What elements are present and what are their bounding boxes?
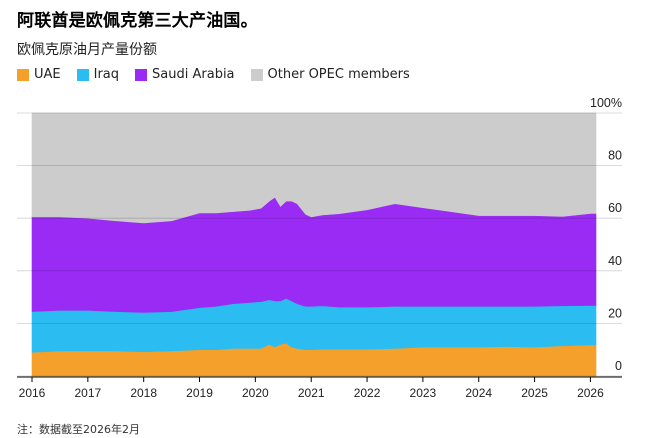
legend-item-saudi-arabia: Saudi Arabia (135, 67, 235, 82)
chart-subtitle: 欧佩克原油月产量份额 (17, 42, 157, 58)
x-tick-label: 2023 (410, 386, 437, 400)
legend: UAE Iraq Saudi Arabia Other OPEC members (17, 67, 426, 82)
legend-swatch-uae (17, 68, 29, 81)
x-tick-label: 2021 (298, 386, 325, 400)
x-tick-label: 2019 (186, 386, 213, 400)
legend-label-uae: UAE (34, 67, 61, 82)
x-tick-label: 2026 (577, 386, 604, 400)
x-tick-label: 2017 (74, 386, 101, 400)
x-tick-label: 2025 (521, 386, 548, 400)
y-tick-label: 80 (608, 149, 622, 163)
legend-item-uae: UAE (17, 67, 61, 82)
y-tick-label: 60 (608, 201, 622, 215)
legend-swatch-iraq (76, 68, 89, 81)
legend-item-iraq: Iraq (76, 67, 120, 82)
x-tick-label: 2024 (465, 386, 492, 400)
area-other-opec-members (31, 112, 597, 224)
y-tick-label: 40 (608, 254, 622, 268)
legend-label-saudi-arabia: Saudi Arabia (152, 67, 235, 82)
y-tick-label: 20 (608, 306, 622, 320)
legend-swatch-other-opec (250, 68, 263, 81)
x-tick-label: 2016 (19, 386, 46, 400)
footnote: 注：数据截至2026年2月 (17, 423, 140, 436)
x-tick-label: 2022 (354, 386, 381, 400)
x-tick-label: 2020 (242, 386, 269, 400)
y-tick-label: 0 (615, 359, 622, 373)
legend-item-other-opec: Other OPEC members (250, 67, 410, 82)
x-tick-label: 2018 (130, 386, 157, 400)
legend-swatch-saudi-arabia (135, 68, 148, 81)
legend-label-iraq: Iraq (93, 67, 120, 82)
chart-title: 阿联酋是欧佩克第三大产油国。 (17, 11, 258, 31)
legend-label-other-opec: Other OPEC members (267, 67, 410, 82)
y-tick-label: 100% (590, 96, 622, 110)
